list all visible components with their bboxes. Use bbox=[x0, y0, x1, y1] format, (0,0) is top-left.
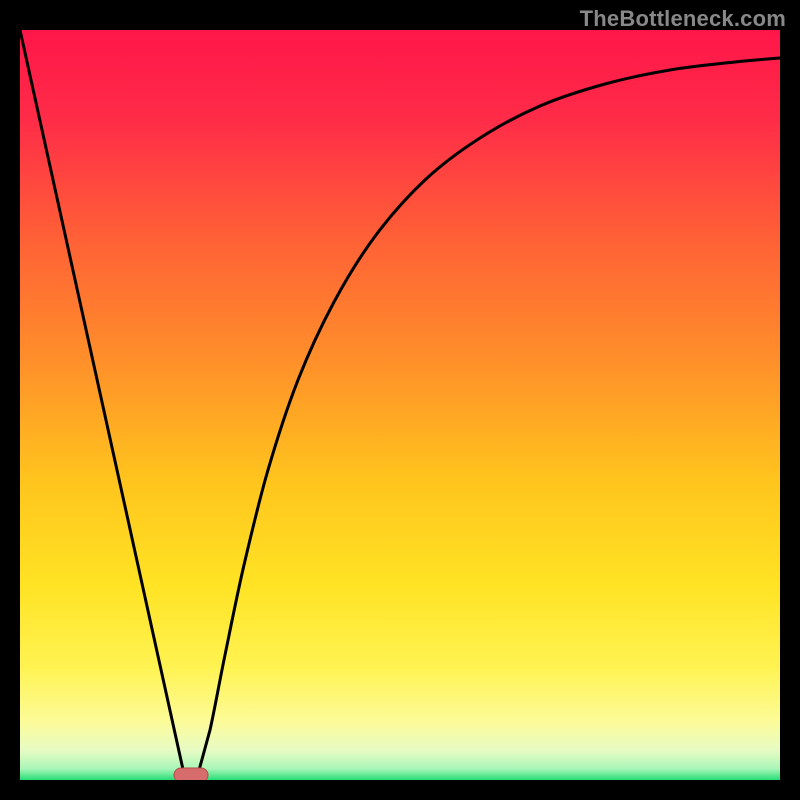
bottleneck-curve-chart bbox=[20, 30, 780, 780]
gradient-background bbox=[20, 30, 780, 780]
watermark-text: TheBottleneck.com bbox=[580, 6, 786, 32]
optimal-point-marker bbox=[174, 768, 208, 780]
chart-container: TheBottleneck.com bbox=[0, 0, 800, 800]
plot-area bbox=[20, 30, 780, 780]
